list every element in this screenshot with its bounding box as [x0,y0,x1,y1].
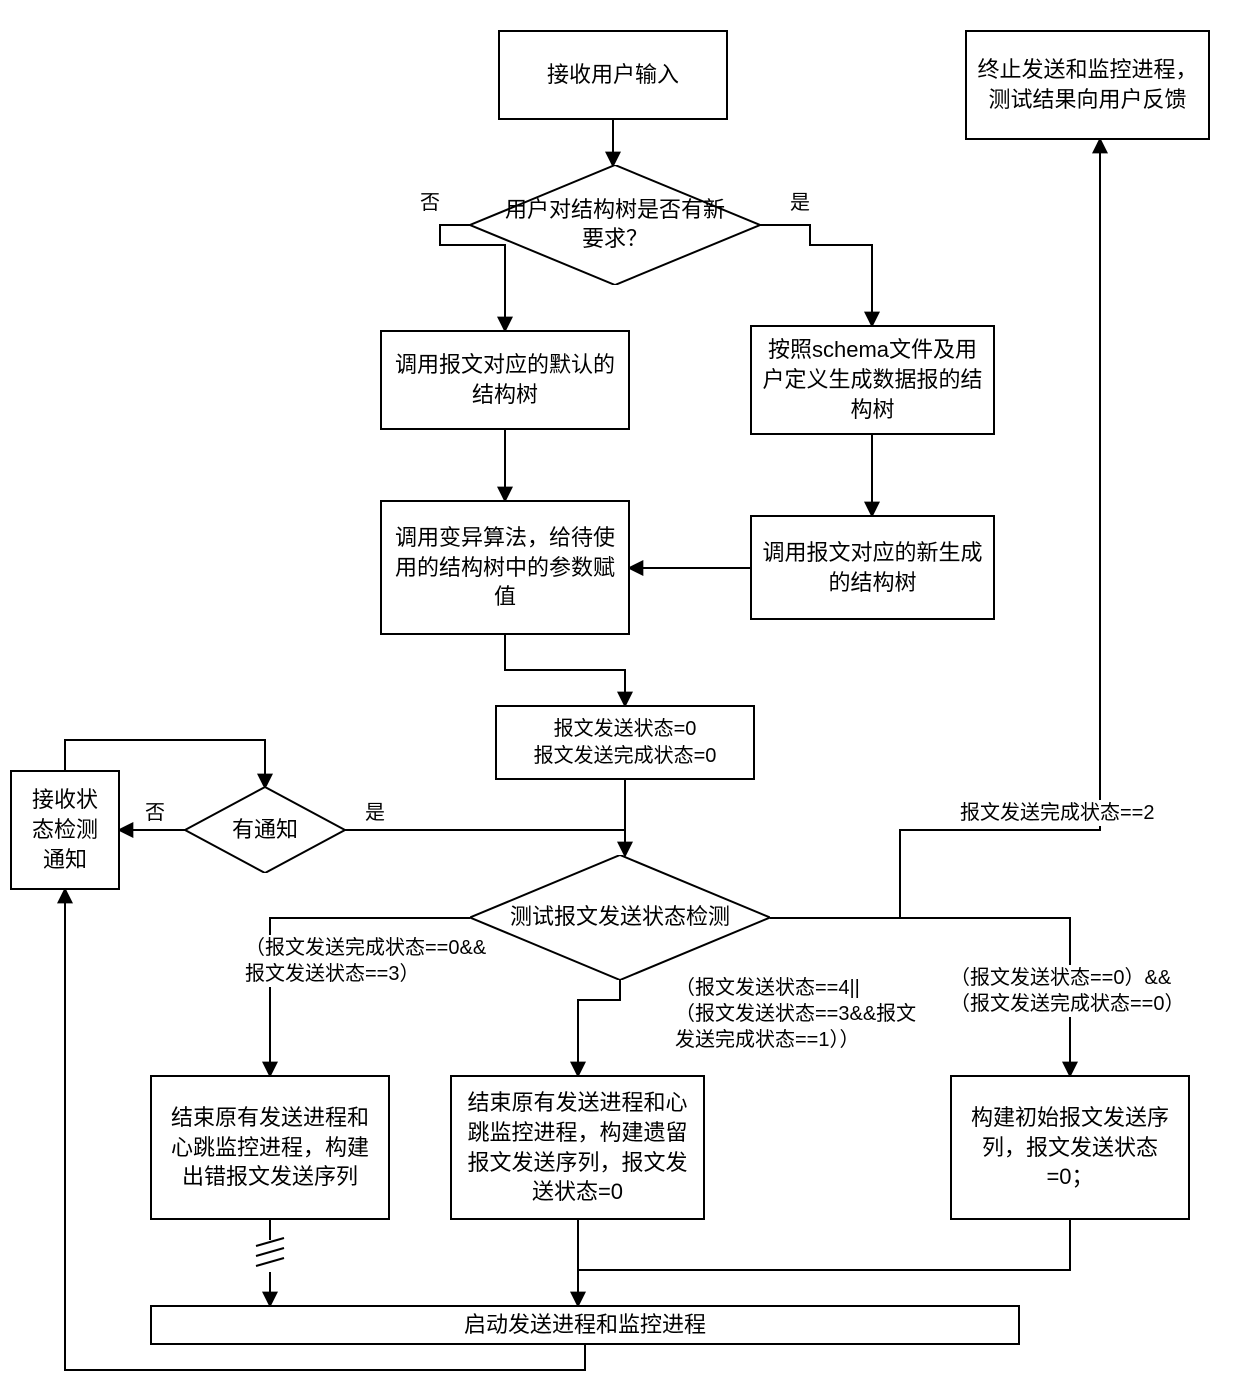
flowchart-canvas: 接收用户输入 终止发送和监控进程，测试结果向用户反馈 调用报文对应的默认的结构树… [0,0,1240,1399]
node-label: 调用变异算法，给待使用的结构树中的参数赋值 [392,523,618,612]
node-label: 用户对结构树是否有新要求？ [498,196,732,253]
edge [578,980,620,1075]
decision-notify: 有通知 [185,787,345,873]
node-init-state: 报文发送状态=0 报文发送完成状态=0 [495,705,755,780]
node-start-procs: 启动发送进程和监控进程 [150,1305,1020,1345]
node-new-tree: 调用报文对应的新生成的结构树 [750,515,995,620]
edge [578,1220,1070,1270]
node-recv-notify: 接收状态检测通知 [10,770,120,890]
edge-label-cond-init: （报文发送状态==0）&& （报文发送完成状态==0） [950,965,1235,1017]
node-init-seq: 构建初始报文发送序列，报文发送状态=0； [950,1075,1190,1220]
edge-label-cond-err: （报文发送完成状态==0&& 报文发送状态==3） [245,935,486,987]
node-label: 构建初始报文发送序列，报文发送状态=0； [962,1103,1178,1192]
node-label: 终止发送和监控进程，测试结果向用户反馈 [977,55,1198,114]
edge [505,635,625,705]
node-label: 按照schema文件及用户定义生成数据报的结构树 [762,335,983,424]
node-label: 接收状态检测通知 [22,785,108,874]
edge-label-no: 否 [420,190,440,216]
decision-new-req: 用户对结构树是否有新要求？ [470,165,760,285]
node-schema-tree: 按照schema文件及用户定义生成数据报的结构树 [750,325,995,435]
edge-label-cond-remain: （报文发送状态==4|| （报文发送状态==3&&报文 发送完成状态==1）） [675,975,985,1053]
decision-state-check: 测试报文发送状态检测 [470,855,770,980]
node-label: 测试报文发送状态检测 [510,903,730,932]
edge-label-yes: 是 [790,190,810,216]
node-label: 启动发送进程和监控进程 [464,1310,706,1340]
node-error-seq: 结束原有发送进程和心跳监控进程，构建出错报文发送序列 [150,1075,390,1220]
edge-label-yes: 是 [365,800,385,826]
node-input: 接收用户输入 [498,30,728,120]
node-label: 结束原有发送进程和心跳监控进程，构建遗留报文发送序列，报文发送状态=0 [462,1088,693,1207]
break-icon [256,1258,284,1266]
node-default-tree: 调用报文对应的默认的结构树 [380,330,630,430]
node-label: 报文发送状态=0 报文发送完成状态=0 [534,716,717,770]
edge-label-no: 否 [145,800,165,826]
break-icon [256,1238,284,1246]
node-remain-seq: 结束原有发送进程和心跳监控进程，构建遗留报文发送序列，报文发送状态=0 [450,1075,705,1220]
node-terminate: 终止发送和监控进程，测试结果向用户反馈 [965,30,1210,140]
node-label: 有通知 [232,816,298,845]
node-label: 调用报文对应的新生成的结构树 [762,538,983,597]
break-icon [256,1248,284,1256]
node-label: 接收用户输入 [547,60,679,90]
edge-label-done2: 报文发送完成状态==2 [960,800,1154,826]
edge [760,225,872,325]
node-mutate: 调用变异算法，给待使用的结构树中的参数赋值 [380,500,630,635]
node-label: 结束原有发送进程和心跳监控进程，构建出错报文发送序列 [162,1103,378,1192]
node-label: 调用报文对应的默认的结构树 [392,350,618,409]
